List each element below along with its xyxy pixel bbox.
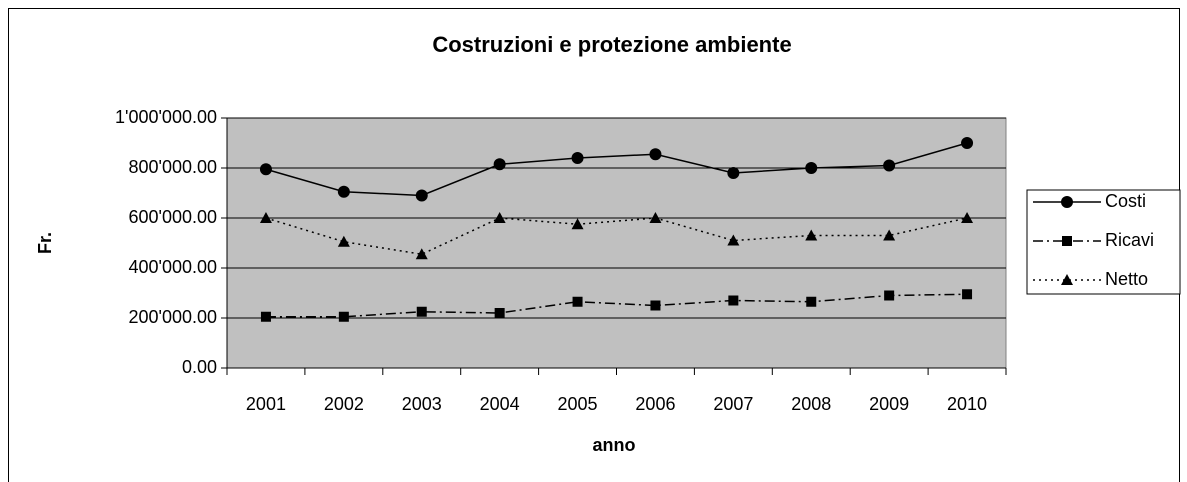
marker	[649, 148, 662, 161]
legend-marker	[1061, 196, 1073, 208]
series-line	[265, 293, 968, 318]
marker	[727, 234, 740, 246]
marker	[806, 296, 817, 307]
legend-label: Netto	[1105, 269, 1148, 289]
x-tick-label: 2003	[402, 394, 442, 414]
series-line	[265, 217, 968, 256]
marker	[338, 311, 349, 322]
marker	[493, 158, 506, 171]
marker	[572, 296, 583, 307]
marker	[337, 235, 350, 247]
marker	[962, 289, 973, 300]
marker	[571, 218, 584, 230]
marker	[415, 189, 428, 202]
marker	[493, 212, 506, 223]
marker	[649, 212, 662, 223]
x-tick-label: 2001	[246, 394, 286, 414]
legend-label: Costi	[1105, 191, 1146, 211]
y-tick-label: 0.00	[182, 357, 217, 377]
x-tick-label: 2008	[791, 394, 831, 414]
x-tick-label: 2002	[324, 394, 364, 414]
legend-marker	[1062, 236, 1072, 246]
marker	[728, 295, 739, 306]
series	[259, 137, 974, 202]
legend-marker	[1061, 274, 1073, 285]
marker	[961, 212, 974, 223]
marker	[650, 300, 661, 311]
marker	[805, 229, 818, 241]
marker	[259, 212, 272, 223]
marker	[961, 137, 974, 149]
marker	[259, 163, 272, 176]
marker	[805, 162, 818, 174]
legend-label: Ricavi	[1105, 230, 1154, 250]
y-tick-label: 1'000'000.00	[115, 107, 217, 127]
marker	[415, 248, 428, 260]
marker	[571, 152, 584, 164]
x-tick-label: 2004	[480, 394, 520, 414]
x-tick-label: 2005	[558, 394, 598, 414]
marker	[883, 229, 896, 241]
y-tick-label: 800'000.00	[128, 157, 217, 177]
x-tick-label: 2006	[635, 394, 675, 414]
y-tick-label: 200'000.00	[128, 307, 217, 327]
series	[259, 212, 974, 260]
marker	[884, 290, 895, 301]
marker	[883, 159, 896, 172]
y-tick-label: 600'000.00	[128, 207, 217, 227]
y-tick-label: 400'000.00	[128, 257, 217, 277]
series-line	[265, 142, 968, 197]
series	[260, 289, 973, 322]
marker	[494, 308, 505, 318]
x-tick-label: 2009	[869, 394, 909, 414]
marker	[416, 306, 427, 317]
x-tick-label: 2007	[713, 394, 753, 414]
x-tick-label: 2010	[947, 394, 987, 414]
marker	[727, 167, 740, 179]
marker	[260, 311, 271, 322]
y-axis-label: Fr.	[35, 232, 55, 254]
legend-box	[1026, 189, 1181, 295]
plot-area	[226, 117, 1007, 369]
chart-title: Costruzioni e protezione ambiente	[432, 32, 791, 57]
marker	[337, 185, 350, 198]
x-axis-label: anno	[593, 435, 636, 455]
